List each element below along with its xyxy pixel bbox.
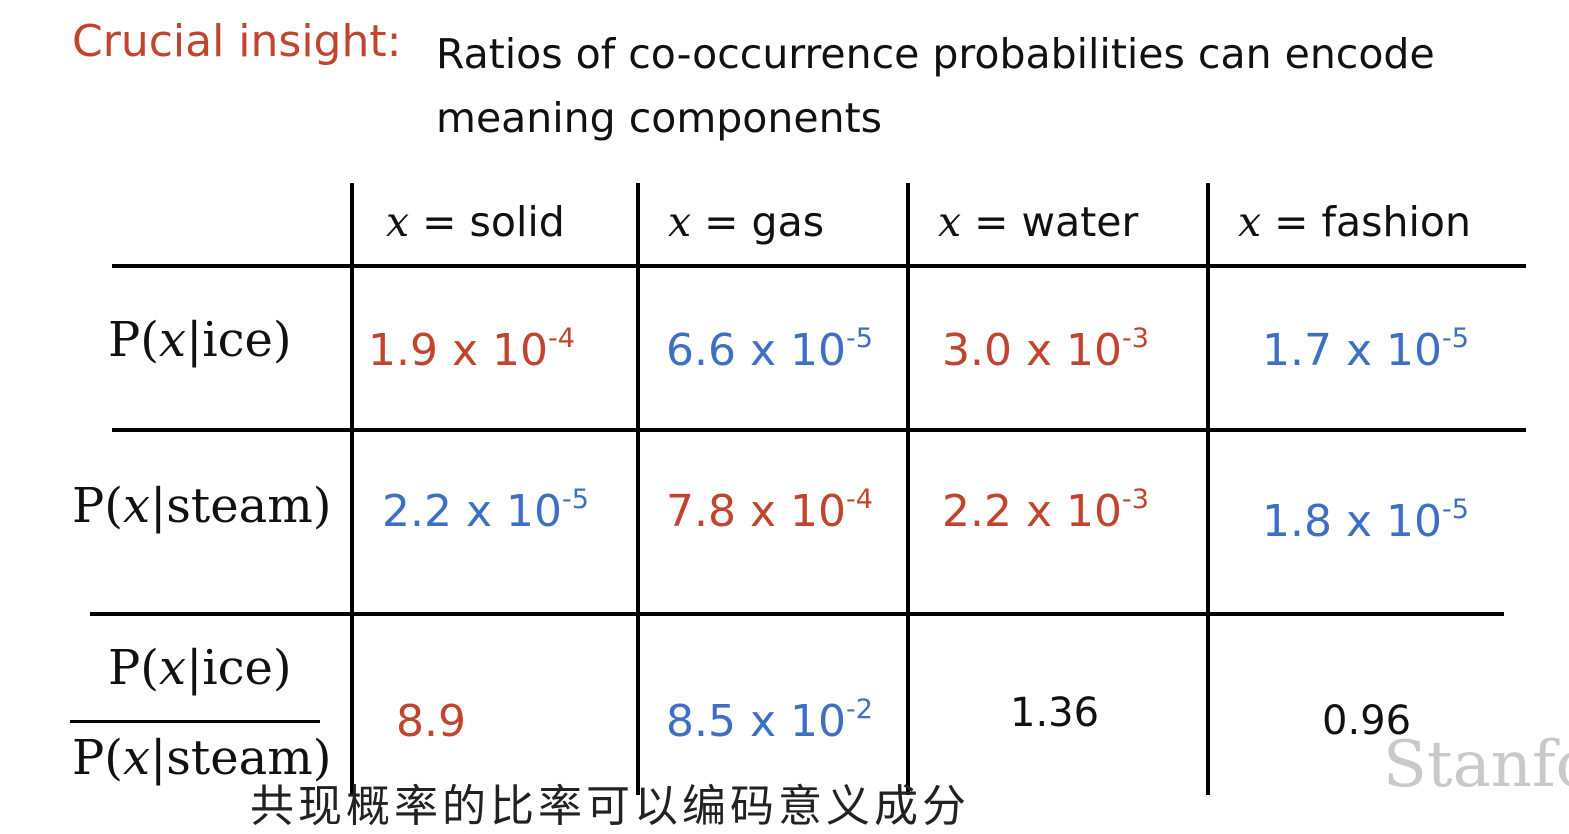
cell-ratio-water: 1.36 [1010, 690, 1100, 736]
row-label-ratio-denominator: P(x|steam) [72, 730, 332, 786]
stanford-watermark: Stanfo [1383, 728, 1569, 802]
column-header-solid: x = solid [386, 198, 565, 246]
row-label-ratio-numerator: P(x|ice) [108, 640, 292, 696]
column-header-water: x = water [938, 198, 1139, 246]
cell-ice-gas: 6.6 x 10-5 [666, 323, 873, 376]
cell-ratio-solid: 8.9 [396, 696, 466, 747]
cell-steam-water: 2.2 x 10-3 [942, 484, 1149, 537]
table-divider-1 [350, 183, 354, 795]
cell-steam-gas: 7.8 x 10-4 [666, 484, 873, 537]
cell-ice-solid: 1.9 x 10-4 [368, 323, 575, 376]
cell-ice-water: 3.0 x 10-3 [942, 323, 1149, 376]
insight-text: Ratios of co-occurrence probabilities ca… [436, 30, 1435, 142]
table-rule-header [112, 264, 1526, 268]
ratio-fraction-bar [70, 720, 320, 723]
table-rule-row1 [112, 428, 1526, 432]
video-subtitle: 共现概率的比率可以编码意义成分 [250, 781, 970, 832]
cell-steam-solid: 2.2 x 10-5 [382, 484, 589, 537]
table-divider-3 [906, 183, 910, 795]
column-header-gas: x = gas [668, 198, 825, 246]
row-label-p-x-ice: P(x|ice) [108, 312, 292, 368]
column-header-fashion: x = fashion [1238, 198, 1471, 246]
table-divider-4 [1206, 183, 1210, 795]
insight-label: Crucial insight: [72, 16, 402, 67]
table-divider-2 [636, 183, 640, 795]
cell-ratio-gas: 8.5 x 10-2 [666, 694, 873, 747]
table-rule-row2 [90, 612, 1504, 616]
cell-ratio-fashion: 0.96 [1322, 698, 1412, 744]
cell-steam-fashion: 1.8 x 10-5 [1262, 494, 1469, 547]
row-label-p-x-steam: P(x|steam) [72, 478, 332, 534]
cell-ice-fashion: 1.7 x 10-5 [1262, 323, 1469, 376]
